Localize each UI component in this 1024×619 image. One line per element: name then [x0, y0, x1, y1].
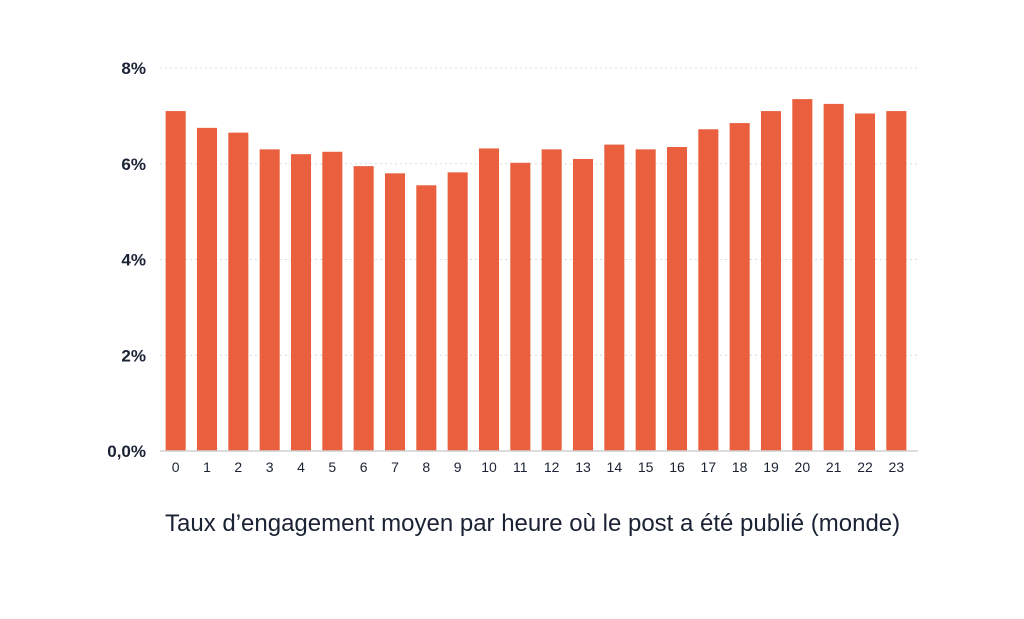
y-tick-label: 8%	[121, 59, 146, 78]
bar	[353, 166, 374, 452]
x-tick-label: 3	[266, 459, 274, 475]
bar-chart: 0,0%2%4%6%8% 0 1 2 3 4 5 6 7 8 9 10 11 12 13 14 15 16 17 1…	[107, 59, 918, 475]
x-tick-label: 14	[607, 459, 623, 475]
bar	[698, 129, 719, 451]
bar	[478, 148, 500, 451]
bar	[196, 127, 218, 451]
bar	[165, 111, 186, 452]
bar	[384, 173, 406, 451]
x-tick-label: 2	[234, 459, 242, 475]
x-tick-label: 6	[360, 459, 368, 475]
x-tick-label: 5	[328, 459, 336, 475]
gridlines	[160, 67, 918, 356]
bar	[416, 185, 437, 451]
x-tick-label: 11	[513, 459, 528, 475]
x-tick-label: 0	[172, 459, 180, 475]
x-tick-label: 23	[889, 459, 905, 475]
bar	[259, 149, 280, 451]
chart-title: Taux d’engagement moyen par heure où le …	[165, 510, 901, 537]
bar	[729, 123, 750, 452]
x-tick-label: 13	[575, 459, 591, 475]
x-tick-label: 17	[701, 459, 717, 475]
bar	[322, 151, 343, 451]
bar	[635, 149, 656, 451]
bar	[447, 172, 468, 451]
y-tick-label: 4%	[121, 251, 146, 270]
x-tick-label: 20	[795, 459, 811, 475]
x-tick-label: 7	[391, 459, 399, 475]
x-tick-label: 19	[763, 459, 779, 475]
bar	[854, 113, 876, 451]
x-tick-label: 12	[544, 459, 560, 475]
x-tick-label: 4	[297, 459, 305, 475]
x-tick-label: 21	[826, 459, 842, 475]
bar	[760, 111, 782, 452]
bar	[792, 99, 813, 452]
x-tick-label: 18	[732, 459, 748, 475]
bar	[290, 154, 312, 452]
x-axis-ticks: 0 1 2 3 4 5 6 7 8 9 10 11 12 13 14 15 16 17 18 19 20 21 22 23	[172, 459, 905, 475]
x-tick-label: 9	[454, 459, 462, 475]
x-tick-label: 10	[481, 459, 497, 475]
bar	[510, 162, 531, 452]
y-tick-label: 6%	[121, 155, 146, 174]
bar	[886, 111, 907, 452]
x-tick-label: 1	[203, 459, 211, 475]
x-tick-label: 22	[857, 459, 873, 475]
y-axis-ticks: 0,0% 2% 4% 6% 8%	[107, 59, 146, 461]
x-tick-label: 8	[422, 459, 430, 475]
bar	[572, 158, 594, 451]
bars	[165, 99, 907, 452]
bar	[541, 149, 562, 451]
bar	[228, 132, 249, 451]
x-tick-label: 16	[669, 459, 685, 475]
y-tick-label: 0,0%	[107, 442, 146, 461]
y-tick-label: 2%	[121, 346, 146, 365]
bar	[823, 103, 844, 451]
x-tick-label: 15	[638, 459, 654, 475]
bar	[604, 144, 625, 451]
bar	[666, 146, 688, 451]
